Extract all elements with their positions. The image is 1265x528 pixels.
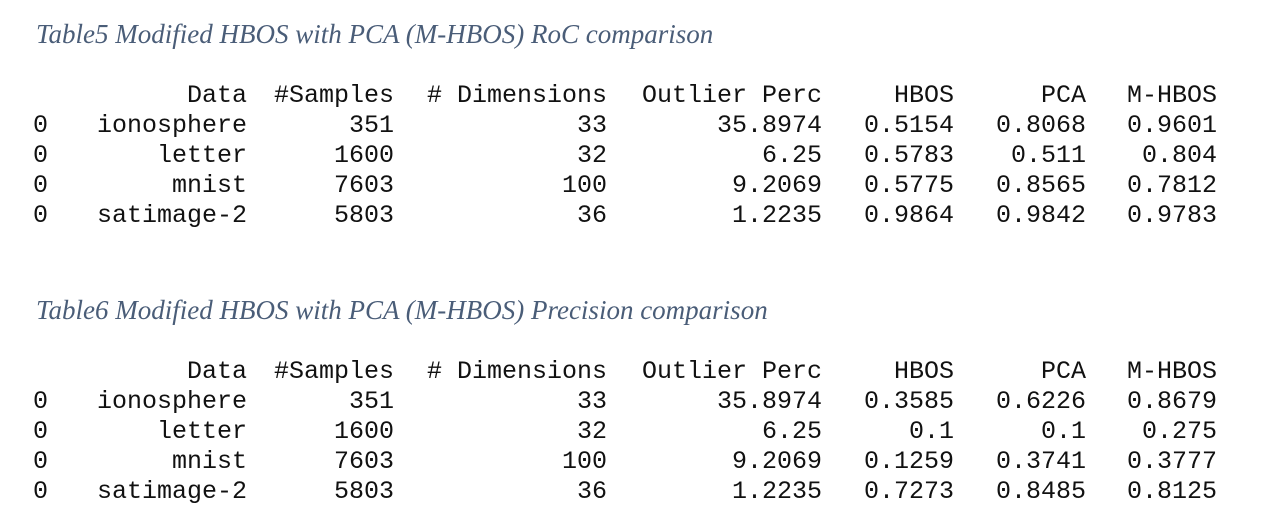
table-row: 0 mnist 7603 100 9.2069 0.5775 0.8565 0.… xyxy=(0,171,1265,201)
row-index: 0 xyxy=(33,477,49,506)
cell-mhbos: 0.7812 xyxy=(1126,171,1217,200)
header-outlier-perc: Outlier Perc xyxy=(641,81,822,110)
table6: Data #Samples # Dimensions Outlier Perc … xyxy=(0,357,1265,507)
cell-outlier-perc: 9.2069 xyxy=(731,171,822,200)
cell-pca: 0.8068 xyxy=(995,111,1086,140)
table-row: 0 satimage-2 5803 36 1.2235 0.7273 0.848… xyxy=(0,477,1265,507)
cell-pca: 0.9842 xyxy=(995,201,1086,230)
header-outlier-perc: Outlier Perc xyxy=(641,357,822,386)
table5: Data #Samples # Dimensions Outlier Perc … xyxy=(0,81,1265,231)
cell-data: mnist xyxy=(171,447,247,476)
cell-data: mnist xyxy=(171,171,247,200)
cell-outlier-perc: 6.25 xyxy=(761,417,822,446)
header-data: Data xyxy=(186,81,247,110)
header-mhbos: M-HBOS xyxy=(1126,357,1217,386)
cell-hbos: 0.1 xyxy=(908,417,954,446)
header-pca: PCA xyxy=(1040,357,1086,386)
cell-hbos: 0.5783 xyxy=(863,141,954,170)
cell-pca: 0.8565 xyxy=(995,171,1086,200)
cell-samples: 1600 xyxy=(333,417,394,446)
cell-data: ionosphere xyxy=(96,387,247,416)
cell-samples: 351 xyxy=(348,111,394,140)
cell-hbos: 0.9864 xyxy=(863,201,954,230)
cell-samples: 7603 xyxy=(333,447,394,476)
cell-samples: 7603 xyxy=(333,171,394,200)
cell-samples: 5803 xyxy=(333,201,394,230)
table-row: 0 satimage-2 5803 36 1.2235 0.9864 0.984… xyxy=(0,201,1265,231)
cell-pca: 0.1 xyxy=(1040,417,1086,446)
table6-header-row: Data #Samples # Dimensions Outlier Perc … xyxy=(0,357,1265,387)
cell-data: letter xyxy=(156,141,247,170)
cell-dimensions: 32 xyxy=(576,141,607,170)
row-index: 0 xyxy=(33,417,49,446)
header-dimensions: # Dimensions xyxy=(426,357,607,386)
row-index: 0 xyxy=(33,201,49,230)
table-row: 0 letter 1600 32 6.25 0.5783 0.511 0.804 xyxy=(0,141,1265,171)
cell-hbos: 0.3585 xyxy=(863,387,954,416)
table6-caption: Table6 Modified HBOS with PCA (M-HBOS) P… xyxy=(36,295,768,325)
cell-hbos: 0.1259 xyxy=(863,447,954,476)
cell-hbos: 0.7273 xyxy=(863,477,954,506)
row-index: 0 xyxy=(33,387,49,416)
row-index: 0 xyxy=(33,447,49,476)
cell-outlier-perc: 1.2235 xyxy=(731,477,822,506)
cell-dimensions: 36 xyxy=(576,477,607,506)
cell-dimensions: 36 xyxy=(576,201,607,230)
cell-samples: 5803 xyxy=(333,477,394,506)
header-hbos: HBOS xyxy=(893,81,954,110)
cell-pca: 0.8485 xyxy=(995,477,1086,506)
cell-samples: 1600 xyxy=(333,141,394,170)
header-data: Data xyxy=(186,357,247,386)
cell-hbos: 0.5775 xyxy=(863,171,954,200)
cell-outlier-perc: 9.2069 xyxy=(731,447,822,476)
cell-outlier-perc: 6.25 xyxy=(761,141,822,170)
header-hbos: HBOS xyxy=(893,357,954,386)
cell-data: satimage-2 xyxy=(96,477,247,506)
cell-mhbos: 0.9601 xyxy=(1126,111,1217,140)
cell-dimensions: 33 xyxy=(576,111,607,140)
table5-caption: Table5 Modified HBOS with PCA (M-HBOS) R… xyxy=(36,19,714,49)
header-dimensions: # Dimensions xyxy=(426,81,607,110)
cell-outlier-perc: 1.2235 xyxy=(731,201,822,230)
cell-mhbos: 0.8679 xyxy=(1126,387,1217,416)
header-samples: #Samples xyxy=(273,357,394,386)
row-index: 0 xyxy=(33,171,49,200)
cell-mhbos: 0.804 xyxy=(1141,141,1217,170)
cell-data: satimage-2 xyxy=(96,201,247,230)
cell-outlier-perc: 35.8974 xyxy=(716,387,822,416)
cell-mhbos: 0.275 xyxy=(1141,417,1217,446)
row-index: 0 xyxy=(33,111,49,140)
table-row: 0 ionosphere 351 33 35.8974 0.3585 0.622… xyxy=(0,387,1265,417)
cell-data: letter xyxy=(156,417,247,446)
cell-mhbos: 0.8125 xyxy=(1126,477,1217,506)
cell-pca: 0.6226 xyxy=(995,387,1086,416)
cell-dimensions: 100 xyxy=(561,171,607,200)
table-row: 0 letter 1600 32 6.25 0.1 0.1 0.275 xyxy=(0,417,1265,447)
table-row: 0 ionosphere 351 33 35.8974 0.5154 0.806… xyxy=(0,111,1265,141)
cell-mhbos: 0.3777 xyxy=(1126,447,1217,476)
row-index: 0 xyxy=(33,141,49,170)
header-samples: #Samples xyxy=(273,81,394,110)
cell-mhbos: 0.9783 xyxy=(1126,201,1217,230)
cell-dimensions: 100 xyxy=(561,447,607,476)
cell-pca: 0.511 xyxy=(1010,141,1086,170)
cell-pca: 0.3741 xyxy=(995,447,1086,476)
cell-data: ionosphere xyxy=(96,111,247,140)
cell-dimensions: 33 xyxy=(576,387,607,416)
table5-header-row: Data #Samples # Dimensions Outlier Perc … xyxy=(0,81,1265,111)
table-row: 0 mnist 7603 100 9.2069 0.1259 0.3741 0.… xyxy=(0,447,1265,477)
header-mhbos: M-HBOS xyxy=(1126,81,1217,110)
cell-dimensions: 32 xyxy=(576,417,607,446)
cell-samples: 351 xyxy=(348,387,394,416)
header-pca: PCA xyxy=(1040,81,1086,110)
cell-hbos: 0.5154 xyxy=(863,111,954,140)
cell-outlier-perc: 35.8974 xyxy=(716,111,822,140)
